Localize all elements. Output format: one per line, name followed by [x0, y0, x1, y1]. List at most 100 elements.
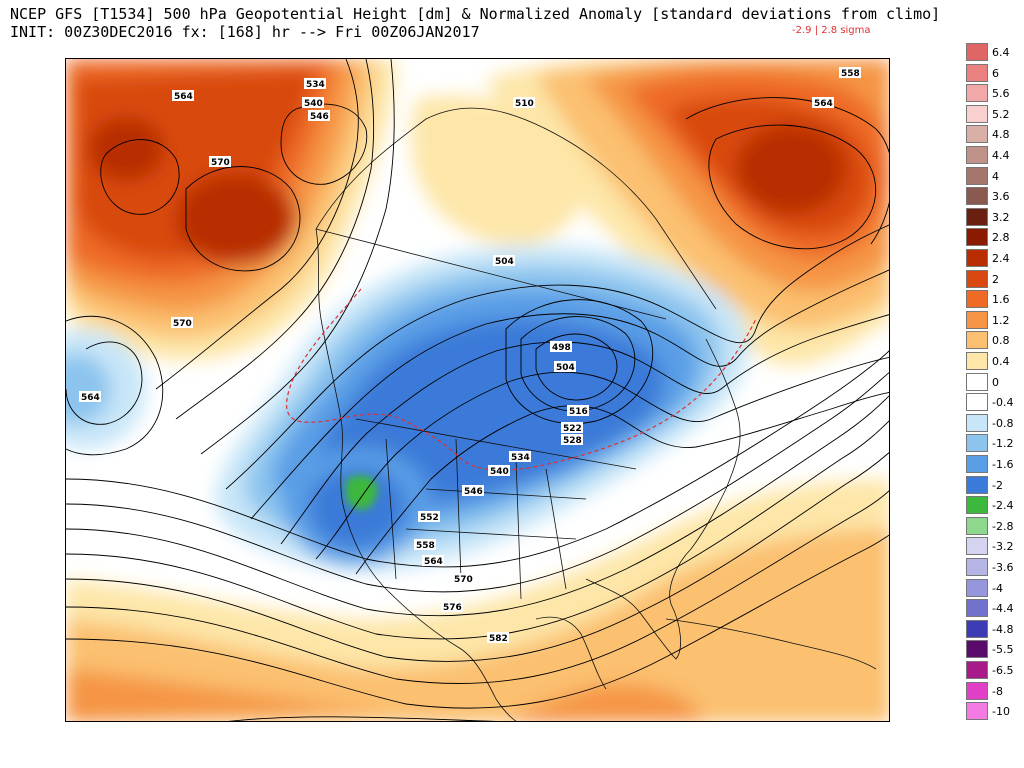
legend-label: -0.8 — [992, 417, 1014, 430]
color-legend: 6.4 6 5.6 5.2 4.8 4.4 4 3.6 3.2 2.8 2.4 2 1.6 1.2 0.8 0… — [966, 43, 1024, 723]
legend-label: -2.4 — [992, 499, 1014, 512]
coastlines — [315, 107, 877, 721]
legend-swatch — [966, 682, 988, 700]
contour-label: 570 — [454, 575, 473, 585]
contour-label: 540 — [304, 99, 323, 109]
legend-label: 4.8 — [992, 128, 1010, 141]
legend-swatch — [966, 476, 988, 494]
legend-swatch — [966, 331, 988, 349]
contour-label: 558 — [841, 69, 860, 79]
map-panel: 534 540 546 564 570 510 504 558 564 570 … — [65, 58, 890, 722]
legend-label: -1.2 — [992, 437, 1014, 450]
contour-label: 558 — [416, 541, 435, 551]
contour-label: 522 — [563, 424, 582, 434]
legend-label: 0.8 — [992, 334, 1010, 347]
contour-label: 504 — [556, 363, 575, 373]
contour-label: 534 — [511, 453, 530, 463]
legend-label: -4.8 — [992, 623, 1014, 636]
contour-label: 564 — [424, 557, 443, 567]
legend-swatch — [966, 187, 988, 205]
legend-label: 4.4 — [992, 149, 1010, 162]
legend-swatch — [966, 373, 988, 391]
chart-title: NCEP GFS [T1534] 500 hPa Geopotential He… — [10, 5, 941, 23]
legend-label: 1.6 — [992, 293, 1010, 306]
legend-label: -2 — [992, 479, 1003, 492]
legend-label: -4 — [992, 582, 1003, 595]
legend-swatch — [966, 270, 988, 288]
legend-swatch — [966, 43, 988, 61]
legend-swatch — [966, 208, 988, 226]
legend-swatch — [966, 661, 988, 679]
legend-swatch — [966, 640, 988, 658]
legend-label: 5.6 — [992, 87, 1010, 100]
legend-label: -3.2 — [992, 540, 1014, 553]
legend-swatch — [966, 290, 988, 308]
legend-label: 2.8 — [992, 231, 1010, 244]
legend-swatch — [966, 702, 988, 720]
legend-label: 0.4 — [992, 355, 1010, 368]
legend-label: 2 — [992, 273, 999, 286]
legend-swatch — [966, 496, 988, 514]
contour-label: 564 — [174, 92, 193, 102]
legend-swatch — [966, 228, 988, 246]
contour-label: 576 — [443, 603, 462, 613]
legend-swatch — [966, 146, 988, 164]
legend-swatch — [966, 249, 988, 267]
contour-label: 582 — [489, 634, 508, 644]
contour-label: 510 — [515, 99, 534, 109]
legend-swatch — [966, 105, 988, 123]
legend-label: 4 — [992, 170, 999, 183]
legend-label: 5.2 — [992, 108, 1010, 121]
legend-swatch — [966, 434, 988, 452]
legend-label: -5.5 — [992, 643, 1014, 656]
legend-label: -3.6 — [992, 561, 1014, 574]
contour-label: 570 — [211, 158, 230, 168]
legend-swatch — [966, 455, 988, 473]
legend-swatch — [966, 352, 988, 370]
legend-label: 0 — [992, 376, 999, 389]
height-contours — [66, 59, 889, 721]
legend-label: 3.2 — [992, 211, 1010, 224]
contour-label: 504 — [495, 257, 514, 267]
legend-label: -0.4 — [992, 396, 1014, 409]
legend-swatch — [966, 393, 988, 411]
contour-label: 564 — [81, 393, 100, 403]
legend-swatch — [966, 620, 988, 638]
legend-label: -2.8 — [992, 520, 1014, 533]
legend-swatch — [966, 64, 988, 82]
reference-contour — [286, 288, 757, 471]
legend-label: 6.4 — [992, 46, 1010, 59]
legend-swatch — [966, 311, 988, 329]
legend-swatch — [966, 558, 988, 576]
legend-label: 6 — [992, 67, 999, 80]
legend-swatch — [966, 84, 988, 102]
legend-label: -8 — [992, 685, 1003, 698]
contour-label: 528 — [563, 436, 582, 446]
contour-label: 570 — [173, 319, 192, 329]
contour-label: 516 — [569, 407, 588, 417]
legend-swatch — [966, 414, 988, 432]
anomaly-map: 534 540 546 564 570 510 504 558 564 570 … — [66, 59, 889, 721]
legend-swatch — [966, 517, 988, 535]
legend-label: 1.2 — [992, 314, 1010, 327]
legend-label: -10 — [992, 705, 1010, 718]
legend-label: 2.4 — [992, 252, 1010, 265]
contour-label: 534 — [306, 80, 325, 90]
legend-swatch — [966, 599, 988, 617]
legend-swatch — [966, 579, 988, 597]
contour-label: 564 — [814, 99, 833, 109]
contour-label: 546 — [464, 487, 483, 497]
contour-label: 540 — [490, 467, 509, 477]
legend-swatch — [966, 167, 988, 185]
contour-label: 552 — [420, 513, 439, 523]
legend-swatch — [966, 537, 988, 555]
contour-labels: 534 540 546 564 570 510 504 558 564 570 … — [79, 67, 861, 644]
contour-label: 498 — [552, 343, 571, 353]
contour-label: 546 — [310, 112, 329, 122]
legend-label: -1.6 — [992, 458, 1014, 471]
init-forecast-line: INIT: 00Z30DEC2016 fx: [168] hr --> Fri … — [10, 23, 480, 41]
legend-label: -4.4 — [992, 602, 1014, 615]
legend-label: -6.5 — [992, 664, 1014, 677]
legend-label: 3.6 — [992, 190, 1010, 203]
legend-swatch — [966, 125, 988, 143]
